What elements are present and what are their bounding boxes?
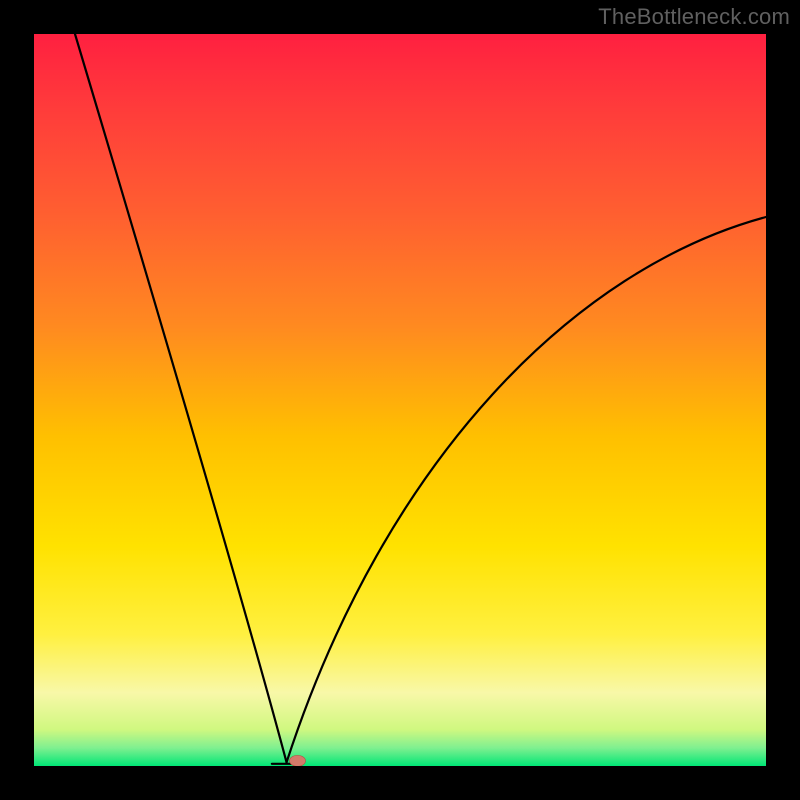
chart-frame <box>766 0 800 800</box>
bottleneck-chart <box>0 0 800 800</box>
chart-svg <box>0 0 800 800</box>
chart-frame <box>0 766 800 800</box>
bottleneck-marker <box>290 755 306 766</box>
site-label: TheBottleneck.com <box>598 4 790 30</box>
chart-frame <box>0 0 34 800</box>
gradient-background <box>34 34 766 766</box>
